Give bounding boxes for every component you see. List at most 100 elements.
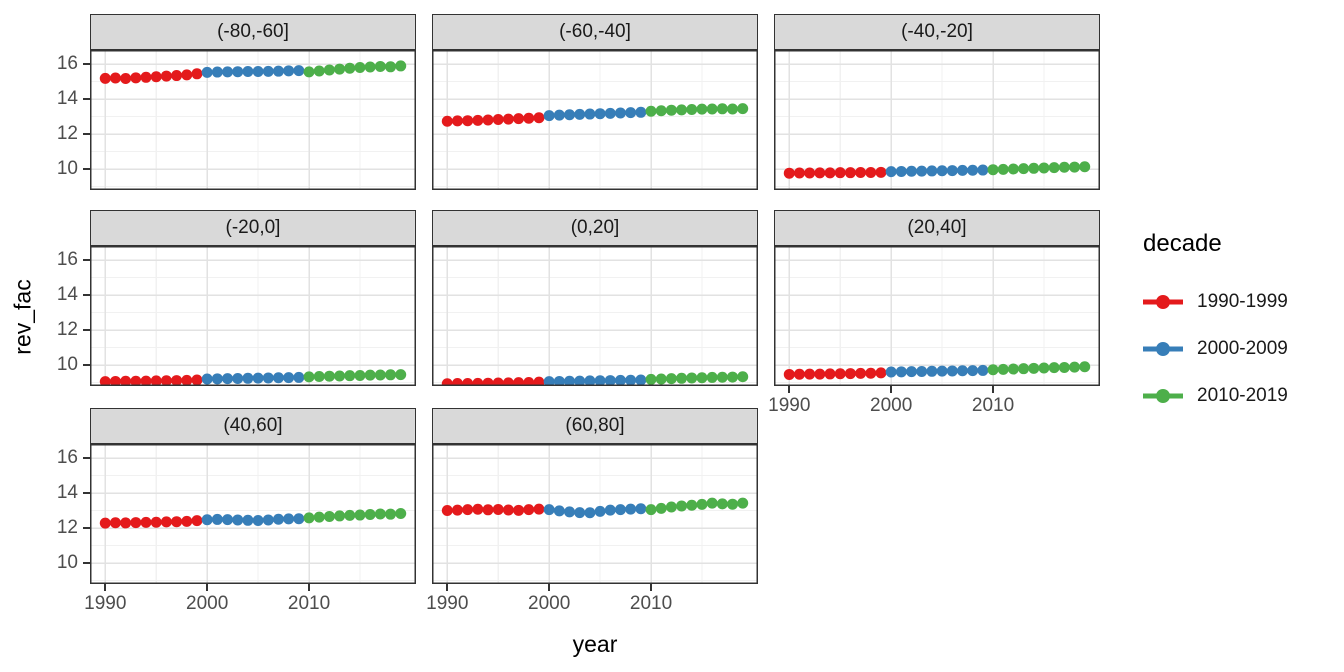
data-point <box>513 377 525 386</box>
data-point <box>783 167 795 179</box>
y-tick-label: 16 <box>56 53 78 74</box>
data-point <box>574 108 586 120</box>
data-point <box>293 65 305 77</box>
data-point <box>385 369 397 381</box>
data-point <box>354 62 366 73</box>
legend-key-icon <box>1143 342 1183 356</box>
data-point <box>451 378 463 386</box>
data-point <box>523 377 535 386</box>
facet-strip: (0,20] <box>432 210 758 246</box>
data-point <box>513 504 525 516</box>
y-tick-mark <box>83 294 90 296</box>
data-point <box>191 68 203 80</box>
facet-strip-label: (40,60] <box>223 415 283 436</box>
data-point <box>635 106 647 118</box>
data-point <box>130 72 142 84</box>
facet-strip: (60,80] <box>432 408 758 444</box>
data-point <box>120 375 132 386</box>
data-point <box>977 364 989 376</box>
data-point <box>242 66 254 78</box>
data-point <box>1018 363 1030 375</box>
x-tick-label: 2000 <box>528 593 571 614</box>
data-point <box>492 377 504 386</box>
data-point <box>834 368 846 380</box>
data-point <box>150 375 162 386</box>
data-point <box>804 167 816 179</box>
data-point <box>967 365 979 377</box>
y-tick-label: 16 <box>56 249 78 270</box>
data-point <box>676 104 688 116</box>
panel-border <box>90 50 416 190</box>
data-point <box>574 507 586 519</box>
facet-strip-label: (-20,0] <box>225 217 281 238</box>
data-point <box>191 374 203 386</box>
data-point <box>604 107 616 119</box>
data-point <box>472 503 484 515</box>
y-tick-mark <box>83 98 90 100</box>
facet-strip-label: (-40,-20] <box>901 21 973 42</box>
facet-strip-label: (60,80] <box>565 415 625 436</box>
data-point <box>1058 361 1070 373</box>
data-point <box>99 517 111 529</box>
data-point <box>614 107 626 119</box>
data-point <box>211 66 223 78</box>
data-point <box>533 112 545 124</box>
data-point <box>655 373 667 385</box>
data-point <box>109 375 121 386</box>
data-point <box>906 165 918 177</box>
data-point <box>395 60 407 72</box>
data-point <box>543 376 555 386</box>
data-point <box>936 365 948 377</box>
facet-panel <box>90 444 416 584</box>
y-tick-mark <box>83 329 90 331</box>
data-point <box>232 372 244 384</box>
legend-title: decade <box>1143 230 1222 257</box>
legend-key-point <box>1156 295 1170 309</box>
data-point <box>211 513 223 525</box>
data-point <box>676 500 688 512</box>
data-point <box>946 165 958 177</box>
data-point <box>844 368 856 380</box>
facet-strip-label: (-80,-60] <box>217 21 289 42</box>
data-point <box>385 61 397 73</box>
data-point <box>916 365 928 377</box>
data-point <box>553 505 565 517</box>
data-point <box>344 62 356 74</box>
data-point <box>502 377 514 386</box>
data-point <box>625 503 637 515</box>
data-point <box>706 497 718 509</box>
legend-key-point <box>1156 342 1170 356</box>
data-point <box>1069 161 1081 173</box>
x-tick-label: 2000 <box>186 593 229 614</box>
facet-strip: (20,40] <box>774 210 1100 246</box>
data-point <box>533 376 545 386</box>
data-point <box>109 517 121 529</box>
data-point <box>130 517 142 529</box>
data-point <box>936 165 948 177</box>
data-point <box>211 373 223 385</box>
y-tick-label: 14 <box>56 88 78 109</box>
data-point <box>99 72 111 84</box>
data-point <box>926 365 938 377</box>
data-point <box>716 103 728 115</box>
data-point <box>793 167 805 179</box>
data-point <box>120 73 132 85</box>
x-tick-label: 2010 <box>629 593 673 614</box>
data-point <box>895 366 907 378</box>
data-point <box>1058 161 1070 173</box>
facet-panel <box>432 50 758 190</box>
y-tick-mark <box>83 133 90 135</box>
data-point <box>997 363 1009 375</box>
data-point <box>374 508 386 520</box>
data-point <box>584 108 596 120</box>
facet-strip: (40,60] <box>90 408 416 444</box>
data-point <box>354 370 366 381</box>
data-point <box>323 510 335 522</box>
data-point <box>482 504 494 516</box>
data-point <box>814 167 826 179</box>
facet-strip-label: (-60,-40] <box>559 21 631 42</box>
data-point <box>140 516 152 528</box>
y-tick-mark <box>83 457 90 459</box>
legend-entry: 1990-1999 <box>1143 291 1288 312</box>
